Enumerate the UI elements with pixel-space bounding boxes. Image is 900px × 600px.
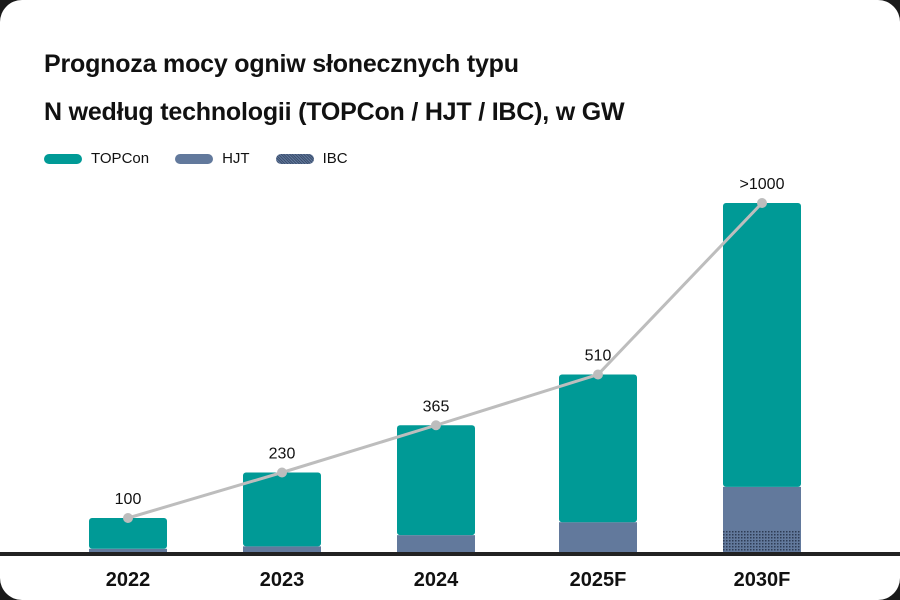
legend: TOPCon HJT IBC [44, 150, 348, 167]
total-point-2025F [593, 369, 603, 380]
total-label-2024: 365 [423, 398, 450, 415]
legend-swatch-ibc [275, 153, 314, 164]
title-line-2: N według technologii (TOPCon / HJT / IBC… [44, 98, 625, 126]
bar-hjt-2024 [397, 535, 475, 553]
total-point-2022 [123, 513, 133, 523]
x-tick-label-2023: 2023 [260, 569, 305, 591]
total-label-2025F: 510 [585, 348, 612, 365]
legend-label-topcon: TOPCon [91, 150, 150, 167]
legend-label-ibc: IBC [322, 150, 348, 167]
bar-topcon-2022 [89, 518, 167, 549]
x-tick-label-2025F: 2025F [570, 569, 627, 591]
legend-swatch-topcon [44, 153, 82, 164]
legend-item-ibc: IBC [275, 150, 348, 167]
x-tick-label-2024: 2024 [414, 569, 459, 591]
bar-hjt-2022 [89, 548, 167, 553]
x-tick-label-2030F: 2030F [734, 569, 791, 591]
legend-label-hjt: HJT [222, 150, 250, 167]
total-point-2024 [431, 420, 441, 431]
total-point-2030F [757, 198, 767, 208]
total-label-2022: 100 [115, 491, 142, 508]
bar-ibc-2030F [723, 529, 801, 554]
total-label-2030F: >1000 [740, 176, 785, 193]
bar-hjt-2025F [559, 522, 637, 551]
bar-hjt-2030F [723, 486, 801, 531]
x-tick-label-2022: 2022 [106, 569, 151, 591]
title-line-1: Prognoza mocy ogniw słonecznych typu [44, 50, 519, 78]
legend-item-topcon: TOPCon [44, 150, 149, 167]
legend-swatch-hjt [175, 153, 214, 164]
total-point-2023 [277, 467, 287, 478]
bar-topcon-2024 [397, 425, 475, 536]
bar-ibc-2025F [559, 550, 637, 554]
x-axis-line [0, 552, 900, 556]
bar-topcon-2023 [243, 472, 321, 547]
legend-item-hjt: HJT [175, 150, 250, 167]
bar-topcon-2025F [559, 374, 637, 523]
total-label-2023: 230 [269, 446, 296, 463]
bar-topcon-2030F [723, 203, 801, 487]
chart-title: Prognoza mocy ogniw słonecznych typu N w… [44, 40, 625, 136]
bar-hjt-2023 [243, 546, 321, 553]
